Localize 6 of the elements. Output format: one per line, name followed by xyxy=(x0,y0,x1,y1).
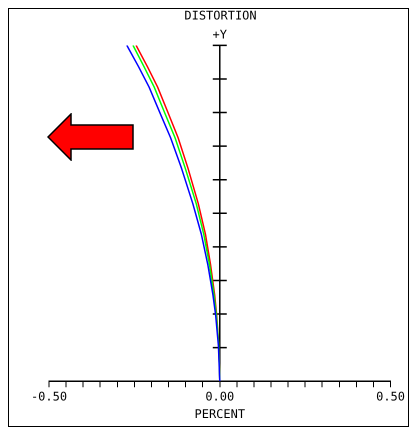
x-axis-title: PERCENT xyxy=(194,406,246,421)
x-tick-label: 0.50 xyxy=(376,390,406,404)
x-tick-label: -0.50 xyxy=(30,390,68,404)
x-tick-label: 0.00 xyxy=(205,390,234,404)
chart-title: DISTORTION xyxy=(184,8,257,22)
ref-line-label: +Y xyxy=(212,28,228,42)
